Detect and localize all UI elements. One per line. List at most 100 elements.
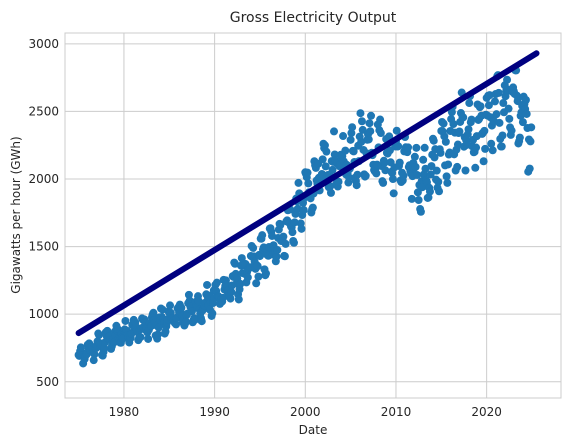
- data-point: [479, 157, 488, 166]
- data-point: [507, 126, 516, 135]
- y-tick-label: 500: [36, 375, 59, 389]
- data-point: [404, 143, 413, 152]
- data-point: [166, 301, 175, 310]
- data-point: [413, 170, 422, 179]
- data-point: [361, 171, 370, 180]
- data-point: [290, 218, 299, 227]
- y-axis-label: Gigawatts per hour (GWh): [9, 136, 23, 293]
- data-point: [273, 246, 282, 255]
- data-point: [504, 104, 513, 113]
- data-point: [385, 132, 394, 141]
- data-point: [399, 171, 408, 180]
- data-point: [252, 279, 261, 288]
- data-point: [318, 155, 327, 164]
- data-points: [74, 66, 536, 368]
- data-point: [268, 231, 277, 240]
- data-point: [339, 132, 348, 141]
- data-point: [443, 178, 452, 187]
- trend-line: [75, 50, 540, 337]
- data-point: [439, 119, 448, 128]
- data-point: [421, 164, 430, 173]
- data-point: [304, 179, 313, 188]
- data-point: [321, 162, 330, 171]
- data-point: [416, 207, 425, 216]
- data-point: [254, 272, 263, 281]
- data-point: [453, 162, 462, 171]
- x-tick-label: 1980: [109, 405, 140, 419]
- data-point: [262, 269, 270, 278]
- data-point: [425, 187, 434, 196]
- data-point: [345, 173, 354, 182]
- data-point: [376, 129, 385, 138]
- data-point: [480, 126, 489, 135]
- data-point: [494, 88, 503, 97]
- data-point: [410, 152, 419, 161]
- data-point: [334, 177, 343, 186]
- data-point: [218, 293, 227, 302]
- data-point: [467, 115, 476, 124]
- data-point: [357, 117, 366, 126]
- trend-line-group: [75, 50, 540, 337]
- data-point: [348, 123, 357, 132]
- data-point: [432, 166, 441, 175]
- data-point: [346, 135, 355, 144]
- data-point: [503, 75, 512, 84]
- y-tick-label: 3000: [28, 37, 59, 51]
- data-point: [297, 224, 306, 233]
- data-point: [234, 295, 243, 304]
- y-tick-label: 1000: [28, 307, 59, 321]
- data-point: [484, 101, 493, 110]
- data-point: [236, 279, 245, 288]
- data-point: [430, 153, 439, 162]
- x-tick-label: 1990: [199, 405, 230, 419]
- data-point: [281, 239, 290, 248]
- plot-frame: [64, 32, 562, 399]
- data-point: [499, 99, 508, 108]
- data-point: [294, 178, 303, 187]
- data-point: [521, 95, 530, 104]
- data-point: [505, 114, 514, 123]
- data-point: [144, 334, 153, 343]
- data-point: [95, 331, 103, 340]
- data-point: [434, 177, 443, 186]
- data-point: [366, 127, 375, 136]
- data-point: [495, 118, 504, 127]
- data-point: [426, 170, 435, 179]
- data-point: [121, 316, 130, 325]
- data-point: [461, 166, 470, 175]
- data-point: [485, 91, 494, 100]
- data-point: [407, 194, 416, 203]
- data-point: [367, 111, 376, 120]
- data-point: [526, 137, 535, 146]
- data-point: [258, 231, 267, 240]
- data-point: [395, 158, 404, 167]
- data-point: [455, 127, 464, 136]
- data-point: [231, 259, 240, 268]
- data-point: [488, 146, 497, 155]
- data-point: [349, 147, 358, 156]
- data-point: [441, 137, 450, 146]
- data-point: [289, 238, 298, 247]
- data-point: [435, 187, 444, 196]
- data-point: [492, 110, 501, 119]
- data-point: [356, 109, 365, 118]
- x-tick-label: 2020: [471, 405, 502, 419]
- data-point: [379, 178, 388, 187]
- data-point: [249, 243, 258, 252]
- data-point: [288, 228, 297, 237]
- data-point: [208, 309, 217, 318]
- data-point: [476, 102, 485, 111]
- data-point: [326, 182, 335, 191]
- data-point: [412, 143, 421, 152]
- data-point: [465, 99, 474, 108]
- data-point: [380, 158, 389, 167]
- data-point: [381, 166, 390, 175]
- data-point: [177, 303, 186, 312]
- data-point: [308, 203, 317, 212]
- data-point: [420, 143, 429, 152]
- data-point: [413, 188, 422, 197]
- data-point: [154, 323, 163, 332]
- data-point: [364, 135, 373, 144]
- x-axis-label: Date: [299, 423, 328, 437]
- data-point: [320, 141, 329, 150]
